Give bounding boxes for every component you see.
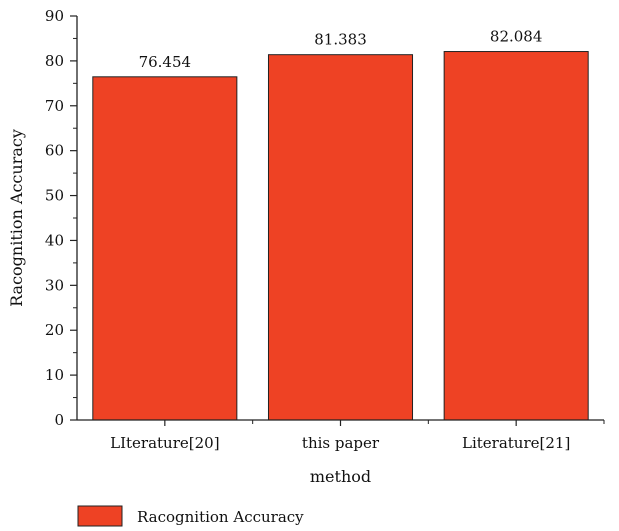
data-label: 82.084: [490, 28, 543, 46]
x-tick-label: this paper: [302, 434, 380, 452]
y-axis-ticks: 0 10 20 30 40 50 60 70 80 90: [45, 7, 77, 429]
y-tick-label: 70: [45, 97, 64, 115]
legend-label: Racognition Accuracy: [137, 508, 304, 526]
y-tick-label: 10: [45, 366, 64, 384]
legend: Racognition Accuracy: [77, 505, 304, 527]
x-tick-label: LIterature[20]: [110, 434, 219, 452]
y-tick-label: 30: [45, 276, 64, 294]
bars: [92, 51, 589, 421]
y-tick-label: 40: [45, 231, 64, 249]
y-tick-label: 60: [45, 142, 64, 160]
bar: [267, 54, 414, 421]
y-tick-label: 0: [54, 411, 64, 429]
data-label: 81.383: [314, 31, 367, 49]
legend-swatch: [77, 505, 123, 527]
data-label: 76.454: [139, 53, 192, 71]
x-tick-label: Literature[21]: [462, 434, 570, 452]
y-tick-label: 80: [45, 52, 64, 70]
y-tick-label: 90: [45, 7, 64, 25]
x-axis-ticks: LIterature[20] this paper Literature[21]: [110, 420, 605, 452]
bar: [443, 51, 589, 421]
y-tick-label: 50: [45, 187, 64, 205]
bar: [92, 76, 238, 421]
y-tick-label: 20: [45, 321, 64, 339]
data-labels: 76.454 81.383 82.084: [139, 28, 543, 71]
x-axis-title: method: [310, 467, 371, 486]
y-axis-title: Racognition Accuracy: [7, 129, 26, 307]
